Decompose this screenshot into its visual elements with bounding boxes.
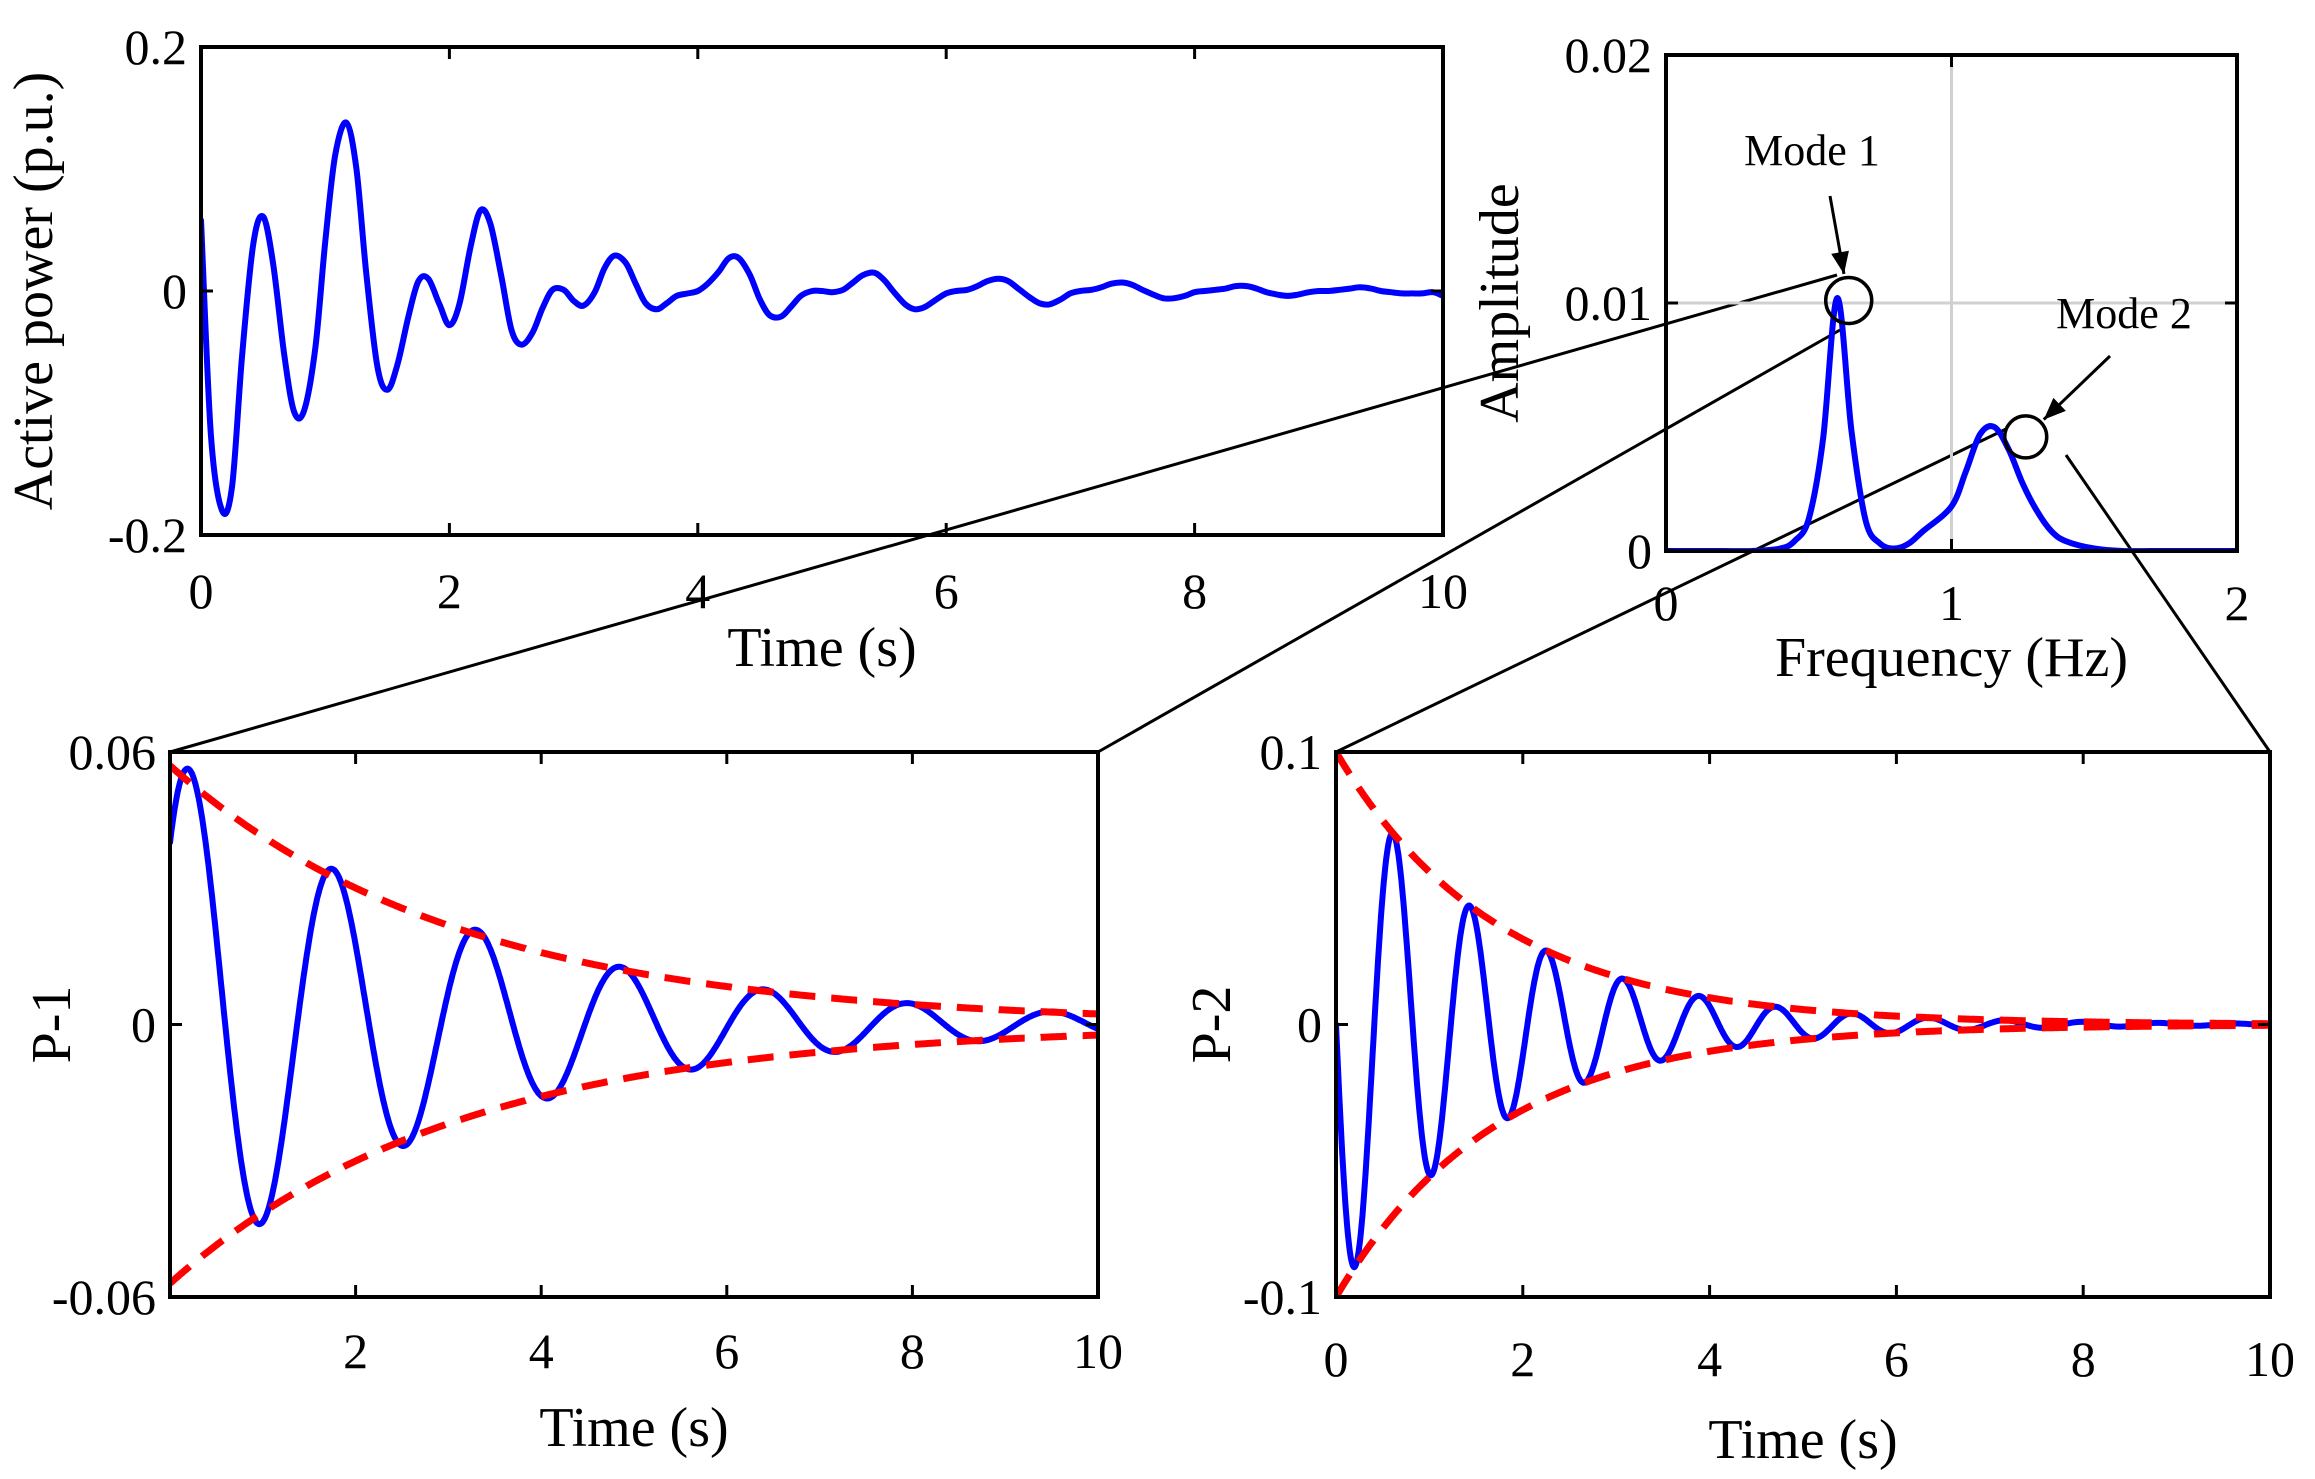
p2-ytick-label-2: 0.1 bbox=[1260, 724, 1323, 780]
zoom-connectors bbox=[169, 273, 2272, 754]
connector-mode1-to-p1-right bbox=[1097, 328, 1841, 754]
p1-xtick-label-3: 8 bbox=[900, 1323, 925, 1379]
spectrum-xtick-label-0: 0 bbox=[1654, 575, 1679, 631]
spectrum-mode-2-arrowhead bbox=[2043, 397, 2066, 420]
spectrum-series-0-line bbox=[1666, 294, 2237, 551]
main-xtick-label-5: 10 bbox=[1418, 563, 1468, 619]
p2-xtick-label-5: 10 bbox=[2245, 1331, 2295, 1387]
spectrum-mode-1-label: Mode 1 bbox=[1744, 126, 1880, 175]
p1-xtick-label-0: 2 bbox=[343, 1323, 368, 1379]
connector-mode2-to-p2-left bbox=[1335, 427, 2007, 754]
p1-axes-frame bbox=[168, 750, 1100, 1299]
p1-ytick-label-2: 0.06 bbox=[69, 724, 157, 780]
p1-xtick-label-2: 6 bbox=[714, 1323, 739, 1379]
panel-frequency-spectrum: 0 1 2 0 0.01 0.02 Frequency (Hz) Amplitude Mode … bbox=[1469, 27, 2250, 689]
spectrum-y-axis-label: Amplitude bbox=[1469, 183, 1531, 423]
spectrum-ytick-label-0: 0 bbox=[1627, 523, 1652, 579]
connector-mode2-to-p2-right bbox=[2064, 454, 2272, 753]
p2-series-0-line bbox=[1336, 830, 2270, 1271]
p2-xtick-label-4: 8 bbox=[2071, 1331, 2096, 1387]
spectrum-xtick-label-1: 1 bbox=[1939, 575, 1964, 631]
p2-xtick-label-1: 2 bbox=[1510, 1331, 1535, 1387]
main-xtick-label-4: 8 bbox=[1182, 563, 1207, 619]
main-xtick-label-2: 4 bbox=[685, 563, 710, 619]
p2-xtick-label-3: 6 bbox=[1884, 1331, 1909, 1387]
p1-series-0-line bbox=[170, 765, 1098, 1228]
p1-x-axis-label: Time (s) bbox=[539, 1397, 728, 1459]
p2-xtick-label-2: 4 bbox=[1697, 1331, 1722, 1387]
main-xtick-label-1: 2 bbox=[437, 563, 462, 619]
spectrum-mode-1-marker bbox=[1823, 275, 1874, 326]
spectrum-xtick-label-2: 2 bbox=[2225, 575, 2250, 631]
spectrum-ytick-label-1: 0.01 bbox=[1565, 275, 1653, 331]
p1-ytick-label-1: 0 bbox=[131, 997, 156, 1053]
p1-series-2-envelope-line bbox=[170, 1031, 1098, 1286]
p1-ytick-label-0: -0.06 bbox=[52, 1269, 156, 1325]
spectrum-mode-1-arrowhead bbox=[1831, 250, 1849, 274]
p1-y-axis-label: P-1 bbox=[21, 986, 83, 1064]
main-y-axis-label: Active power (p.u.) bbox=[3, 72, 65, 511]
p2-xtick-label-0: 0 bbox=[1324, 1331, 1349, 1387]
main-xtick-label-0: 0 bbox=[189, 563, 214, 619]
p1-xtick-label-1: 4 bbox=[529, 1323, 554, 1379]
main-xtick-label-3: 6 bbox=[934, 563, 959, 619]
main-ytick-label-1: 0 bbox=[162, 263, 187, 319]
main-series-0-line bbox=[201, 119, 1443, 517]
spectrum-mode-2-marker bbox=[2002, 414, 2049, 460]
p1-series-1-envelope-line bbox=[170, 763, 1098, 1018]
p2-ytick-label-0: -0.1 bbox=[1243, 1269, 1322, 1325]
p2-series-2-envelope-line bbox=[1336, 1021, 2270, 1297]
p1-xtick-label-4: 10 bbox=[1073, 1323, 1123, 1379]
spectrum-x-axis-label: Frequency (Hz) bbox=[1775, 627, 2128, 689]
connector-mode1-to-p1-left bbox=[169, 273, 1838, 754]
spectrum-mode-2-label: Mode 2 bbox=[2056, 289, 2192, 338]
main-ytick-label-0: -0.2 bbox=[108, 507, 187, 563]
panel-p1: 2 4 6 8 10 -0.06 0 0.06 Time (s) P-1 bbox=[21, 724, 1123, 1459]
main-ytick-label-2: 0.2 bbox=[125, 19, 188, 75]
main-x-axis-label: Time (s) bbox=[727, 617, 916, 679]
p2-ytick-label-1: 0 bbox=[1297, 997, 1322, 1053]
p2-y-axis-label: P-2 bbox=[1181, 986, 1243, 1064]
spectrum-ytick-label-2: 0.02 bbox=[1565, 27, 1653, 83]
p2-series-1-envelope-line bbox=[1336, 752, 2270, 1028]
p2-x-axis-label: Time (s) bbox=[1708, 1409, 1897, 1471]
